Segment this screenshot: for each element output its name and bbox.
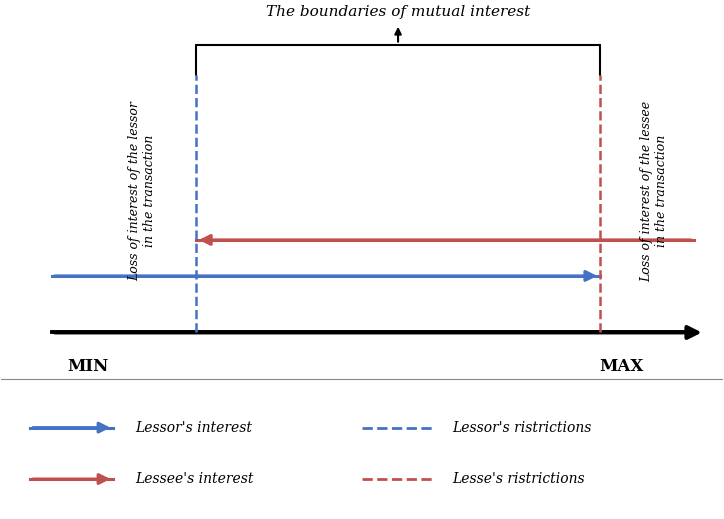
- Text: Lesse's ristrictions: Lesse's ristrictions: [452, 472, 585, 486]
- Text: MIN: MIN: [67, 358, 109, 375]
- Text: MAX: MAX: [599, 358, 644, 375]
- Text: Lessor's ristrictions: Lessor's ristrictions: [452, 420, 592, 434]
- Text: Loss of interest of the lessee
in the transaction: Loss of interest of the lessee in the tr…: [640, 101, 668, 282]
- Text: The boundaries of mutual interest: The boundaries of mutual interest: [266, 5, 530, 19]
- Text: Lessor's interest: Lessor's interest: [135, 420, 252, 434]
- Text: Loss of interest of the lessor
in the transaction: Loss of interest of the lessor in the tr…: [128, 101, 156, 281]
- Text: Lessee's interest: Lessee's interest: [135, 472, 253, 486]
